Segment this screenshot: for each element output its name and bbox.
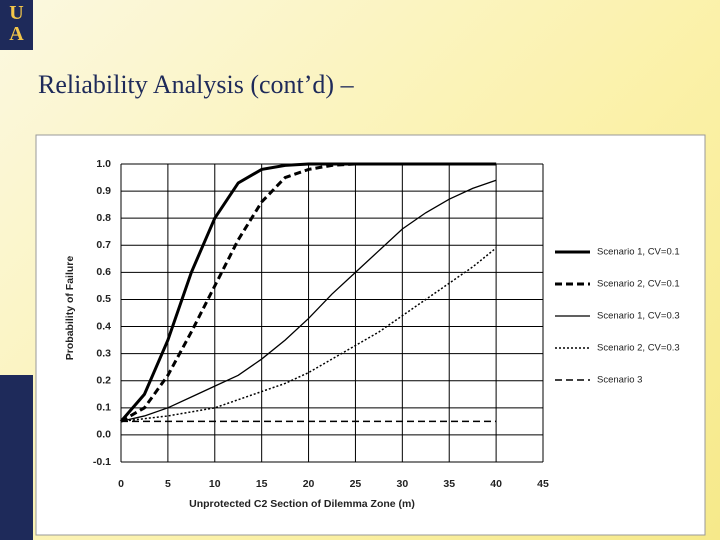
slide-title: Reliability Analysis (cont’d) – (38, 70, 354, 99)
legend-label: Scenario 3 (597, 375, 642, 386)
logo-letter: U (9, 2, 24, 24)
y-tick-label: -0.1 (93, 456, 111, 468)
logo-letter: A (9, 23, 24, 45)
y-tick-label: 0.9 (96, 185, 111, 197)
y-tick-label: 0.1 (96, 402, 111, 414)
y-tick-label: 0.2 (96, 375, 111, 387)
y-tick-label: 0.6 (96, 266, 111, 278)
y-tick-label: 1.0 (96, 158, 111, 170)
y-tick-label: 0.3 (96, 347, 111, 359)
y-tick-label: 0.0 (96, 429, 111, 441)
x-axis-label: Unprotected C2 Section of Dilemma Zone (… (189, 498, 415, 510)
x-tick-label: 30 (396, 478, 408, 490)
side-strip (0, 375, 33, 540)
x-tick-label: 25 (350, 478, 362, 490)
legend-label: Scenario 1, CV=0.1 (597, 247, 680, 258)
y-tick-label: 0.4 (96, 320, 111, 332)
series-line (120, 162, 497, 423)
y-tick-label: 0.8 (96, 212, 111, 224)
legend-label: Scenario 1, CV=0.3 (597, 311, 680, 322)
x-tick-label: 0 (118, 478, 124, 490)
series-line (120, 179, 497, 422)
x-tick-label: 20 (303, 478, 315, 490)
x-tick-label: 5 (165, 478, 171, 490)
y-tick-label: 0.5 (96, 293, 111, 305)
x-tick-label: 45 (537, 478, 549, 490)
x-tick-label: 40 (490, 478, 502, 490)
y-tick-label: 0.7 (96, 239, 111, 251)
chart-background (35, 134, 706, 536)
y-axis-label: Probability of Failure (64, 256, 76, 361)
legend-label: Scenario 2, CV=0.3 (597, 343, 680, 354)
x-tick-label: 35 (443, 478, 455, 490)
series-line (119, 162, 497, 423)
x-tick-label: 15 (256, 478, 268, 490)
legend-label: Scenario 2, CV=0.1 (597, 279, 680, 290)
x-tick-label: 10 (209, 478, 221, 490)
